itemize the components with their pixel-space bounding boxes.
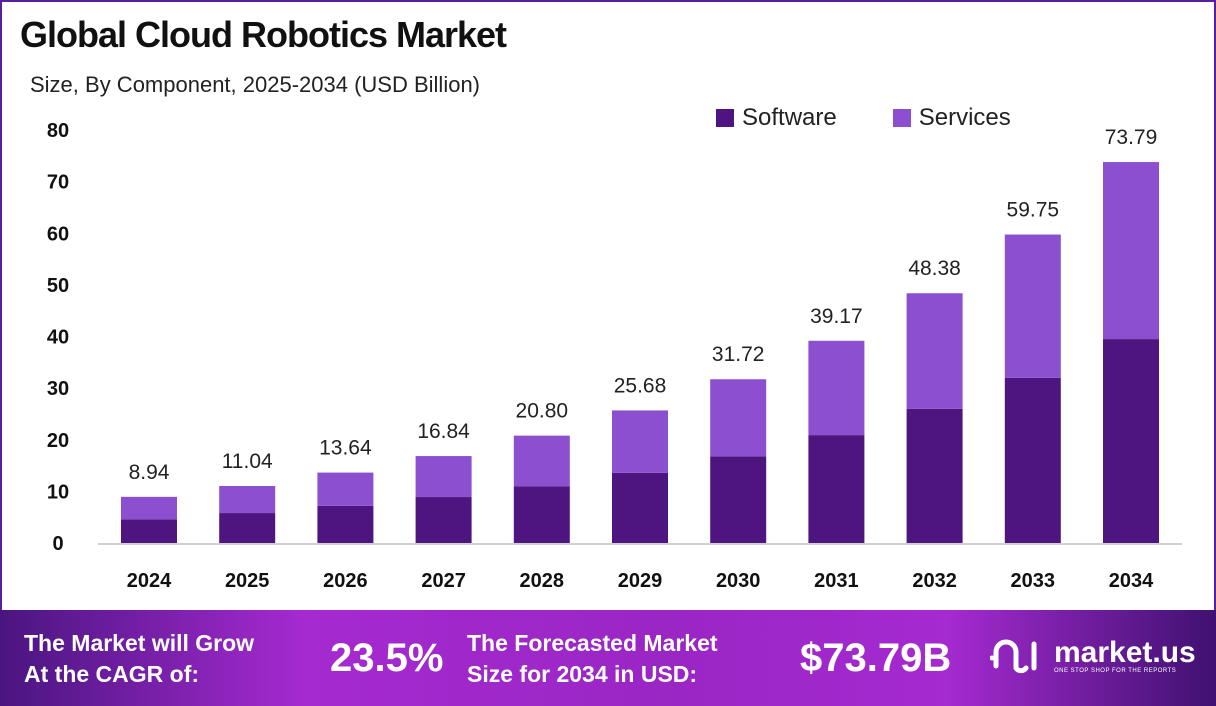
data-label-total: 11.04 bbox=[222, 450, 273, 473]
legend-label-services: Services bbox=[918, 104, 1011, 131]
forecast-value: $73.79B bbox=[800, 636, 952, 680]
bar-services bbox=[710, 379, 767, 457]
x-tick-label: 2026 bbox=[323, 570, 368, 592]
x-tick-label: 2030 bbox=[716, 570, 761, 592]
data-label-total: 20.80 bbox=[516, 400, 569, 423]
bar-software bbox=[415, 497, 472, 543]
bar-services bbox=[808, 340, 865, 436]
chart-subtitle: Size, By Component, 2025-2034 (USD Billi… bbox=[30, 72, 481, 97]
data-label-total: 73.79 bbox=[1105, 126, 1158, 149]
legend-item-software: Software bbox=[716, 104, 837, 132]
bar-services bbox=[121, 496, 177, 520]
brand-name: market.us bbox=[1054, 636, 1196, 669]
bar-software bbox=[513, 486, 570, 543]
y-tick-label: 0 bbox=[52, 533, 63, 555]
x-tick-label: 2025 bbox=[225, 570, 270, 592]
legend-item-services: Services bbox=[892, 104, 1011, 132]
bar-services bbox=[415, 456, 472, 498]
bar-services bbox=[219, 486, 276, 514]
y-tick-label: 80 bbox=[47, 120, 69, 142]
data-label-total: 31.72 bbox=[712, 343, 765, 366]
data-label-total: 16.84 bbox=[417, 420, 470, 443]
bar-software bbox=[612, 472, 668, 543]
y-tick-label: 20 bbox=[47, 430, 69, 452]
chart-title: Global Cloud Robotics Market bbox=[20, 14, 507, 55]
x-tick-label: 2033 bbox=[1011, 570, 1056, 592]
y-tick-label: 50 bbox=[47, 275, 69, 297]
y-tick-label: 30 bbox=[47, 378, 69, 400]
cagr-value: 23.5% bbox=[330, 636, 444, 680]
bar-software bbox=[1103, 339, 1159, 543]
x-tick-label: 2034 bbox=[1109, 570, 1154, 592]
data-label-total: 48.38 bbox=[908, 257, 961, 280]
y-tick-label: 40 bbox=[47, 327, 69, 349]
bar-software bbox=[121, 519, 177, 543]
bar-software bbox=[317, 505, 374, 543]
legend: Software Services bbox=[716, 104, 1011, 132]
data-label-total: 8.94 bbox=[129, 461, 170, 484]
legend-swatch-services bbox=[892, 109, 911, 127]
y-tick-label: 70 bbox=[47, 172, 69, 194]
y-tick-label: 60 bbox=[47, 223, 69, 245]
legend-label-software: Software bbox=[742, 104, 837, 131]
forecast-label-line2: Size for 2034 in USD: bbox=[467, 661, 698, 687]
x-tick-label: 2031 bbox=[814, 570, 859, 592]
bar-software bbox=[808, 435, 865, 543]
y-tick-label: 10 bbox=[47, 481, 69, 503]
x-tick-label: 2029 bbox=[618, 570, 663, 592]
cagr-label-line1: The Market will Grow bbox=[24, 630, 255, 656]
bar-services bbox=[1004, 234, 1061, 378]
x-tick-label: 2032 bbox=[912, 570, 957, 592]
bar-software bbox=[710, 456, 767, 543]
bar-services bbox=[317, 472, 374, 506]
legend-swatch-software bbox=[716, 109, 734, 127]
data-label-total: 25.68 bbox=[614, 374, 667, 397]
bar-chart: 010203040506070808.94202411.04202513.642… bbox=[47, 120, 1182, 592]
forecast-label: The Forecasted Market Size for 2034 in US… bbox=[467, 628, 718, 690]
bar-software bbox=[219, 513, 276, 543]
data-label-total: 59.75 bbox=[1007, 199, 1060, 222]
data-label-total: 13.64 bbox=[319, 437, 372, 460]
bar-software bbox=[1004, 377, 1061, 543]
data-label-total: 39.17 bbox=[810, 305, 863, 328]
x-tick-label: 2028 bbox=[520, 570, 565, 592]
brand-logo: market.us ONE STOP SHOP FOR THE REPORTS bbox=[990, 636, 1196, 676]
bar-software bbox=[906, 408, 963, 543]
market-us-logo-icon bbox=[990, 639, 1037, 674]
bar-services bbox=[513, 435, 570, 487]
bar-services bbox=[612, 410, 668, 473]
bar-services bbox=[1103, 162, 1159, 340]
x-tick-label: 2027 bbox=[421, 570, 466, 592]
bar-services bbox=[906, 293, 963, 409]
forecast-label-line1: The Forecasted Market bbox=[467, 630, 718, 656]
footer-banner: The Market will Grow At the CAGR of: 23.5… bbox=[0, 610, 1216, 706]
brand-tagline: ONE STOP SHOP FOR THE REPORTS bbox=[1054, 668, 1177, 674]
cagr-label: The Market will Grow At the CAGR of: bbox=[24, 628, 254, 690]
x-tick-label: 2024 bbox=[127, 570, 172, 592]
cagr-label-line2: At the CAGR of: bbox=[24, 661, 200, 687]
